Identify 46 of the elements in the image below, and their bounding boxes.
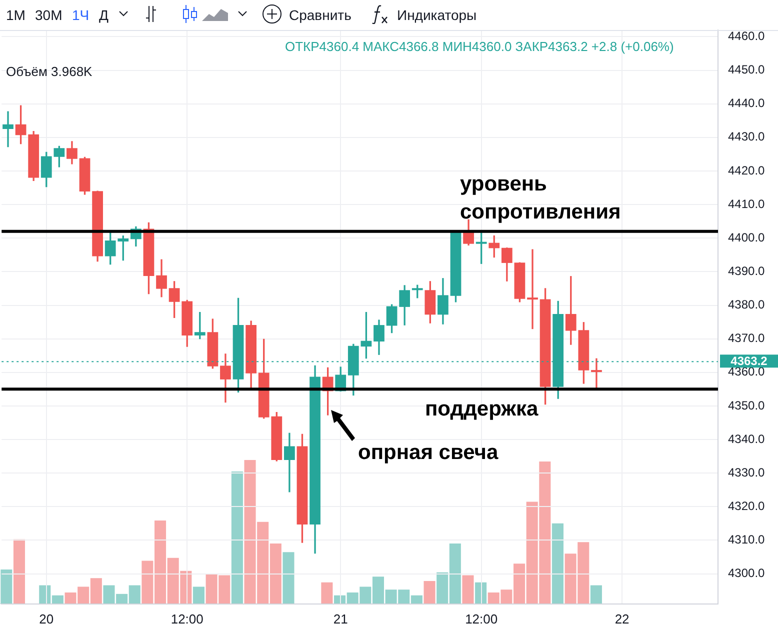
y-tick-label: 4450.0 [728,62,766,77]
candlestick [527,249,538,330]
y-tick-label: 4430.0 [728,130,766,144]
ref-line-label: уровень сопротивления [460,172,621,224]
text: Д [99,7,108,23]
text: ОТКР4360.4 МАКС4366.8 МИН4360.0 ЗАКР4363.2 +2.8 (+0.06%) [285,39,674,54]
x-tick-label: 12:00 [170,611,204,626]
y-tick-label: 4410.0 [728,196,766,211]
bar [192,586,204,604]
text: 1М [6,7,26,23]
y-tick-label: 4320.0 [728,498,766,513]
bar [590,585,602,604]
bar [462,575,474,604]
chart-title: Объём 3.968K [6,64,92,79]
bar [424,580,436,604]
candlestick [2,111,14,148]
text: 30М [35,7,62,23]
annotation: опрная свеча [358,440,498,464]
x-tick-label: 12:00 [465,611,498,626]
candlestick [284,432,295,492]
y-tick-label: 4380.0 [728,298,766,312]
y-tick-label: 4460.0 [728,29,766,44]
bar [282,552,294,604]
x-tick-label: 22 [614,611,630,626]
bar [231,472,243,604]
bar [0,569,12,604]
y-tick-label: 4300.0 [728,566,766,580]
y-tick-label: 4330.0 [728,465,766,480]
text: 1Ч [72,7,90,23]
y-tick-label: 4440.0 [728,96,766,110]
bar [321,582,333,604]
bar [13,539,25,604]
y-tick-label: 4400.0 [728,230,766,244]
x-tick-label: 21 [333,611,348,626]
candlestick [591,358,602,389]
y-tick-label: 4420.0 [728,163,766,178]
text: Индикаторы [397,7,477,23]
bar [552,523,564,604]
x-tick-label: 20 [39,611,54,626]
y-tick-label: 4390.0 [728,264,766,278]
y-tick-label: 4340.0 [728,432,766,446]
y-tick-label: 4310.0 [728,532,766,547]
y-tick-label: 4370.0 [728,331,766,346]
ref-line-label: поддержка [425,397,539,420]
y-tick-label: 4350.0 [728,398,766,412]
text: Сравнить [289,7,352,23]
